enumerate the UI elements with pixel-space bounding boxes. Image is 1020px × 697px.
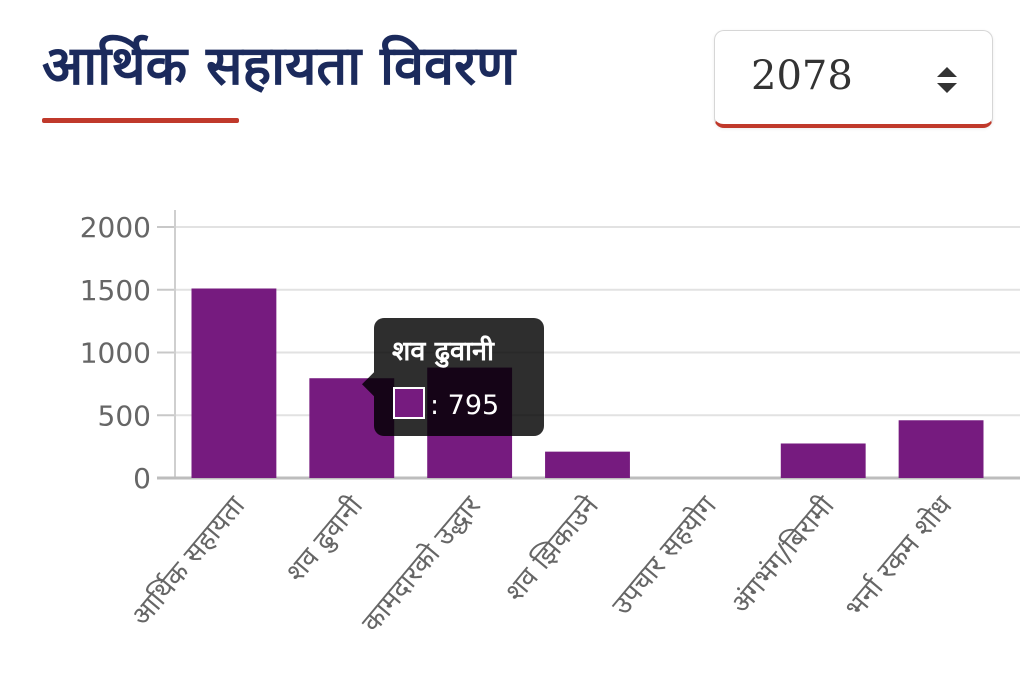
axes — [157, 210, 1020, 480]
y-tick-labels: 2000 1500 1000 500 0 — [80, 211, 151, 495]
y-tick-label: 1500 — [80, 274, 151, 307]
bar[interactable] — [898, 420, 984, 478]
bars — [191, 288, 984, 478]
x-category-labels: आर्थिक सहायता शव ढुवानीकामदारको उद्धार शव … — [125, 489, 959, 638]
y-tick-label: 2000 — [80, 211, 151, 244]
tooltip-caret — [362, 372, 374, 397]
x-tick-label: शव झिकाउने — [499, 489, 606, 608]
grid-lines — [175, 226, 1020, 417]
bar[interactable] — [780, 443, 866, 478]
tooltip-title: शव ढुवानी — [392, 335, 495, 368]
x-tick-label: उपचार सहयोग — [605, 489, 723, 621]
x-tick-label: अंगभंग/बिरामी — [724, 489, 841, 620]
sort-arrows-icon[interactable] — [936, 65, 958, 95]
x-tick-label: आर्थिक सहायता — [125, 489, 252, 632]
year-select[interactable]: 2078 — [714, 30, 993, 128]
bar[interactable] — [191, 288, 277, 478]
x-tick-label: भर्ना रकम शोध — [839, 490, 959, 624]
x-tick-label: कामदारको उद्धार — [355, 489, 487, 638]
bar[interactable] — [545, 451, 630, 478]
y-tick-label: 500 — [98, 399, 151, 432]
year-select-value: 2078 — [751, 53, 853, 99]
x-tick-label: शव ढुवानी — [280, 489, 371, 588]
y-tick-label: 1000 — [80, 337, 151, 370]
page-title: आर्थिक सहायता विवरण — [42, 34, 516, 97]
y-tick-label: 0 — [133, 462, 151, 495]
chart-tooltip: शव ढुवानी : 795 — [362, 318, 544, 436]
title-underline — [42, 118, 239, 123]
tooltip: शव ढुवानी : 795 — [362, 318, 544, 436]
tooltip-swatch — [393, 387, 425, 419]
tooltip-value: : 795 — [430, 390, 499, 421]
